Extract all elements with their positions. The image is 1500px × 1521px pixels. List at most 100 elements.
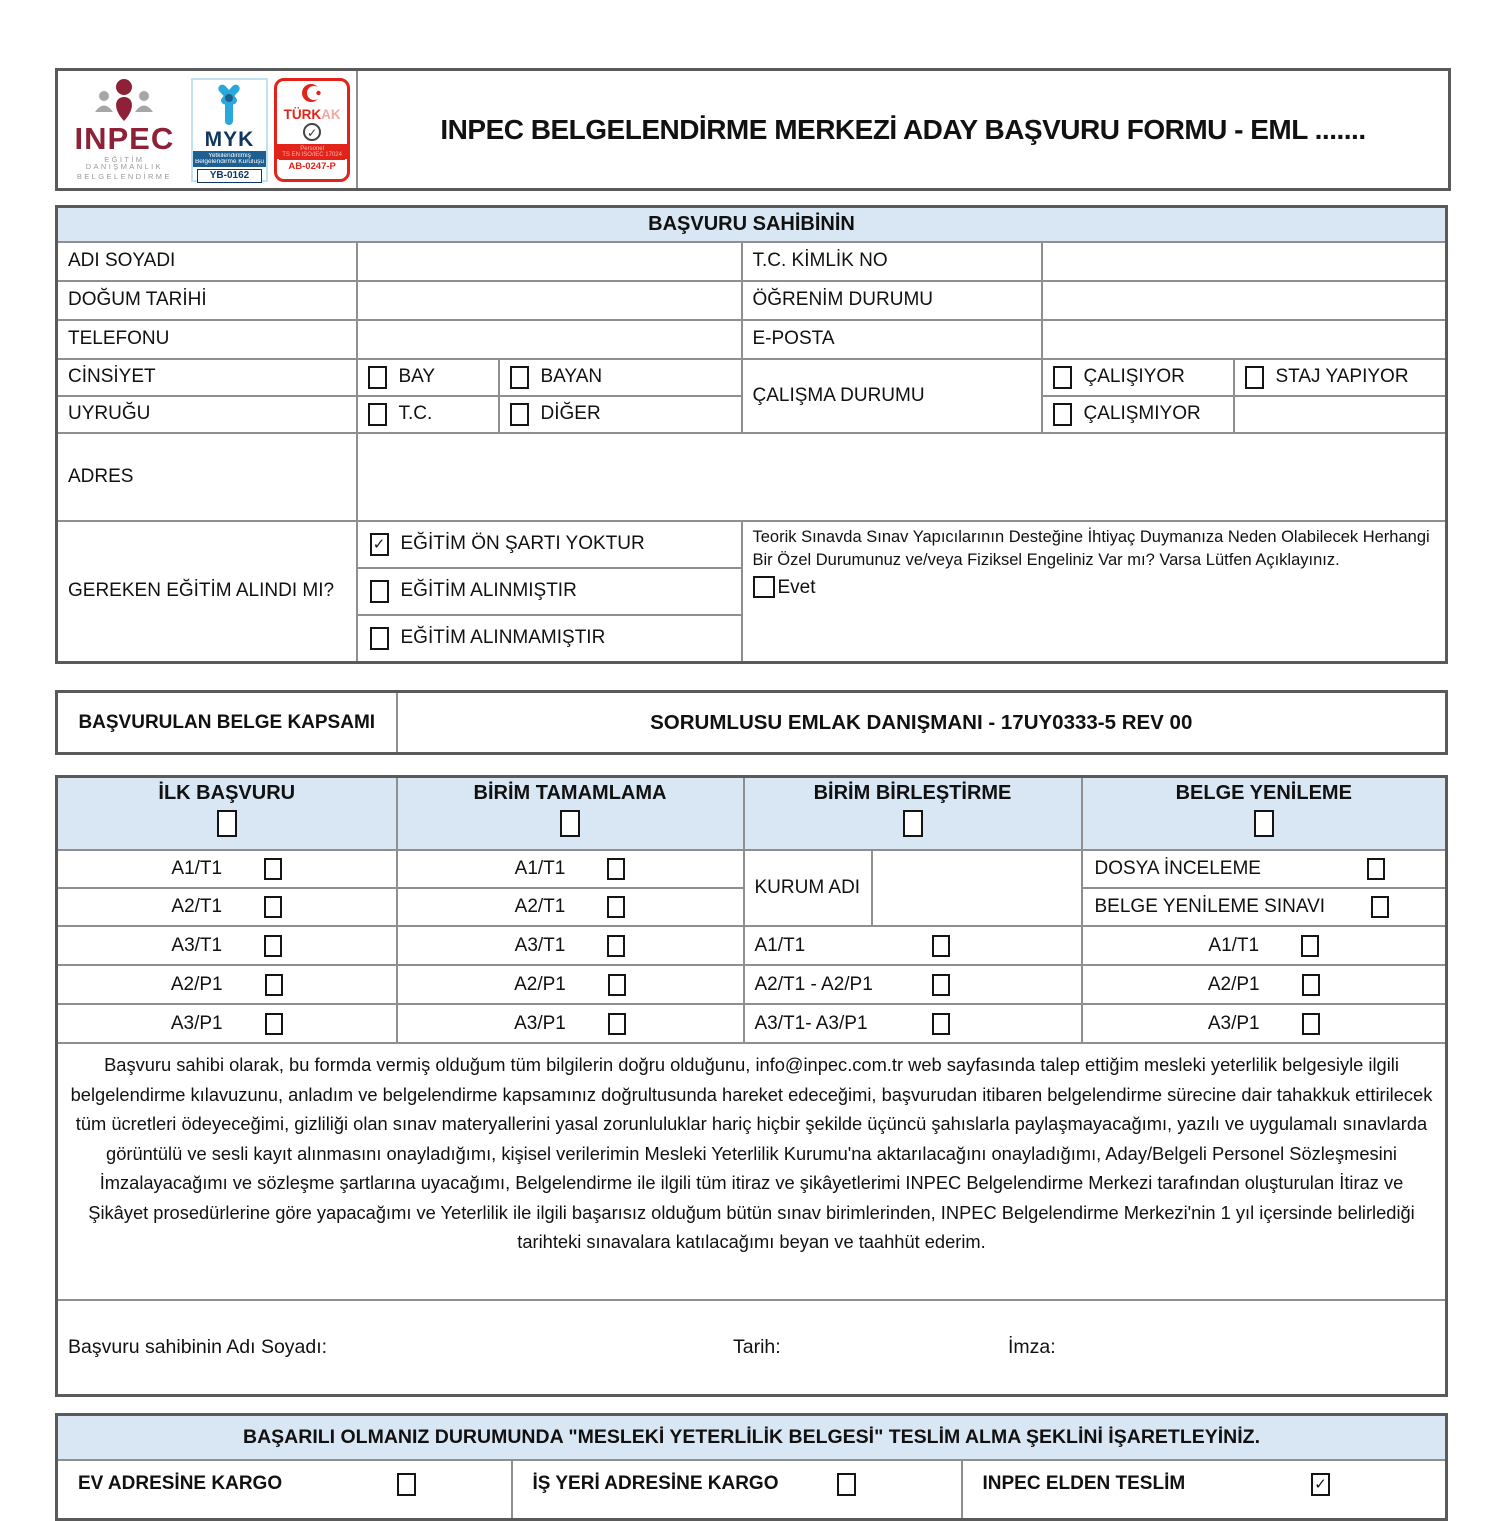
checkbox-yenileme-a3p1[interactable] (1301, 1012, 1320, 1035)
checkbox-ilk-a2t1[interactable] (264, 896, 283, 918)
checkbox-egitim-alinmamistir[interactable] (369, 626, 389, 650)
employment-empty-cell (1232, 394, 1448, 434)
inpec-logo-text: INPEC (74, 120, 175, 156)
inpec-person-icon (95, 78, 154, 121)
checkbox-bay[interactable] (367, 365, 387, 389)
checkbox-calisiyor[interactable] (1052, 365, 1072, 389)
form-header: INPEC EĞİTİM DANIŞMANLIK BELGELENDİRME M… (55, 68, 1451, 191)
checkbox-tamamlama-a2p1[interactable] (607, 973, 626, 996)
belge-yenileme-sinavi-label: BELGE YENİLEME SINAVI (1094, 896, 1326, 917)
checkbox-ilk-a3p1[interactable] (264, 1012, 283, 1035)
nationality-other-label: DİĞER (540, 403, 601, 424)
nationality-tc-label: T.C. (398, 403, 433, 424)
checkbox-tamamlama-a1t1[interactable] (607, 858, 626, 880)
delivery-table: BAŞARILI OLMANIZ DURUMUNDA "MESLEKİ YETE… (55, 1413, 1449, 1521)
unit-label: A3/P1 (514, 1012, 566, 1034)
signature-sign-label: İmza: (1008, 1335, 1056, 1358)
checkbox-belge-yenileme-sinavi[interactable] (1371, 896, 1389, 918)
gender-female-label: BAYAN (540, 366, 603, 387)
checkbox-yenileme-a1t1[interactable] (1301, 934, 1320, 957)
unit-label: A3/P1 (170, 1012, 223, 1034)
delivery-option-label: İŞ YERİ ADRESİNE KARGO (532, 1473, 779, 1494)
checkbox-yenileme-a2p1[interactable] (1301, 973, 1320, 996)
checkmark-circle-icon: ✓ (303, 123, 322, 141)
crescent-star-icon (302, 83, 322, 102)
checkbox-tc[interactable] (367, 402, 387, 426)
employment-working-label: ÇALIŞIYOR (1083, 366, 1185, 387)
checkbox-ilk-a1t1[interactable] (264, 858, 283, 880)
checkbox-ev-adresine-kargo[interactable] (396, 1472, 416, 1496)
checkbox-birim-tamamlama[interactable] (560, 810, 580, 837)
checkbox-birim-birlestirme[interactable] (902, 810, 923, 837)
checkbox-tamamlama-a2t1[interactable] (607, 896, 626, 918)
unit-label: A2/T1 (171, 896, 223, 917)
checkbox-belge-yenileme[interactable] (1253, 810, 1274, 837)
name-input[interactable] (355, 240, 743, 282)
employment-notworking-label: ÇALIŞMIYOR (1083, 403, 1201, 424)
kurum-adi-label: KURUM ADI (742, 849, 873, 927)
checkbox-bayan[interactable] (509, 365, 529, 389)
email-input[interactable] (1040, 318, 1448, 360)
unit-label: A2/P1 (514, 973, 566, 995)
gender-male-label: BAY (398, 366, 436, 387)
column-header-birim-tamamlama: BİRİM TAMAMLAMA (395, 775, 745, 851)
education-required-label: GEREKEN EĞİTİM ALINDI MI? (55, 519, 358, 664)
checkbox-egitim-alinmistir[interactable] (369, 579, 389, 603)
address-label: ADRES (55, 431, 358, 522)
unit-label: A3/T1- A3/P1 (754, 1012, 868, 1034)
dosya-inceleme-label: DOSYA İNCELEME (1094, 858, 1261, 879)
birth-input[interactable] (355, 279, 743, 321)
checkbox-birlestirme-a3t1-a3p1[interactable] (931, 1012, 950, 1035)
employment-intern-label: STAJ YAPIYOR (1275, 366, 1409, 387)
unit-label: A1/T1 (514, 858, 566, 879)
inpec-tagline-1: EĞİTİM DANIŞMANLIK (85, 154, 163, 172)
birth-label: DOĞUM TARİHİ (55, 279, 358, 321)
signature-date-label: Tarih: (733, 1335, 781, 1358)
scope-table: BAŞVURULAN BELGE KAPSAMI SORUMLUSU EMLAK… (55, 690, 1448, 755)
signature-name-label: Başvuru sahibinin Adı Soyadı: (68, 1335, 328, 1358)
education-option-label: EĞİTİM ALINMAMIŞTIR (400, 627, 606, 649)
myk-code: YB-0162 (196, 168, 263, 183)
myk-caption: Yetkilendirilmiş Belgelendirme Kuruluşu (192, 150, 267, 167)
inpec-logo: INPEC EĞİTİM DANIŞMANLIK BELGELENDİRME (64, 78, 185, 181)
checkbox-birlestirme-a1t1[interactable] (931, 934, 950, 957)
phone-label: TELEFONU (55, 318, 358, 360)
checkbox-ilk-a2p1[interactable] (264, 973, 283, 996)
unit-label: A2/P1 (1207, 973, 1260, 995)
delivery-option-label: EV ADRESİNE KARGO (78, 1473, 283, 1494)
checkbox-tamamlama-a3p1[interactable] (607, 1012, 626, 1035)
checkbox-inpec-elden-teslim[interactable]: ✓ (1311, 1472, 1331, 1496)
inpec-tagline-2: BELGELENDİRME (76, 171, 172, 181)
checkbox-ilk-a3t1[interactable] (264, 934, 283, 957)
checkbox-evet[interactable] (752, 576, 775, 598)
checkbox-diger[interactable] (509, 402, 529, 426)
checkbox-birlestirme-a2t1-a2p1[interactable] (931, 973, 950, 996)
unit-label: A3/T1 (514, 934, 566, 956)
checkbox-calismiyor[interactable] (1052, 402, 1072, 426)
logo-cell: INPEC EĞİTİM DANIŞMANLIK BELGELENDİRME M… (58, 71, 358, 188)
checkbox-dosya-inceleme[interactable] (1367, 858, 1385, 880)
name-label: ADI SOYADI (55, 240, 358, 282)
scope-label: BAŞVURULAN BELGE KAPSAMI (55, 690, 398, 755)
checkbox-tamamlama-a3t1[interactable] (607, 934, 626, 957)
phone-input[interactable] (355, 318, 743, 360)
delivery-option-label: INPEC ELDEN TESLİM (982, 1473, 1186, 1494)
email-label: E-POSTA (740, 318, 1043, 360)
checkbox-is-yeri-adresine-kargo[interactable] (836, 1472, 856, 1496)
scope-value: SORUMLUSU EMLAK DANIŞMANI - 17UY0333-5 R… (395, 690, 1448, 755)
education-input[interactable] (1040, 279, 1448, 321)
checkbox-egitim-on-sarti-yoktur[interactable]: ✓ (369, 532, 389, 556)
applicant-section-title: BAŞVURU SAHİBİNİN (55, 205, 1448, 243)
nationality-label: UYRUĞU (55, 394, 358, 434)
column-header-belge-yenileme: BELGE YENİLEME (1080, 775, 1448, 851)
tc-input[interactable] (1040, 240, 1448, 282)
turkak-logo-text: TÜRKAK (283, 106, 341, 122)
address-input[interactable] (355, 431, 1448, 522)
myk-logo: MYK Yetkilendirilmiş Belgelendirme Kurul… (190, 77, 269, 183)
turkak-logo: TÜRKAK ✓ Personel TS EN ISO/IEC 17024 AB… (274, 77, 350, 182)
checkbox-ilk-basvuru[interactable] (216, 810, 237, 837)
turkak-code: AB-0247-P (279, 159, 345, 175)
checkbox-staj-yapiyor[interactable] (1244, 365, 1264, 389)
kurum-adi-input[interactable] (870, 849, 1083, 927)
unit-label: A3/T1 (171, 934, 223, 956)
